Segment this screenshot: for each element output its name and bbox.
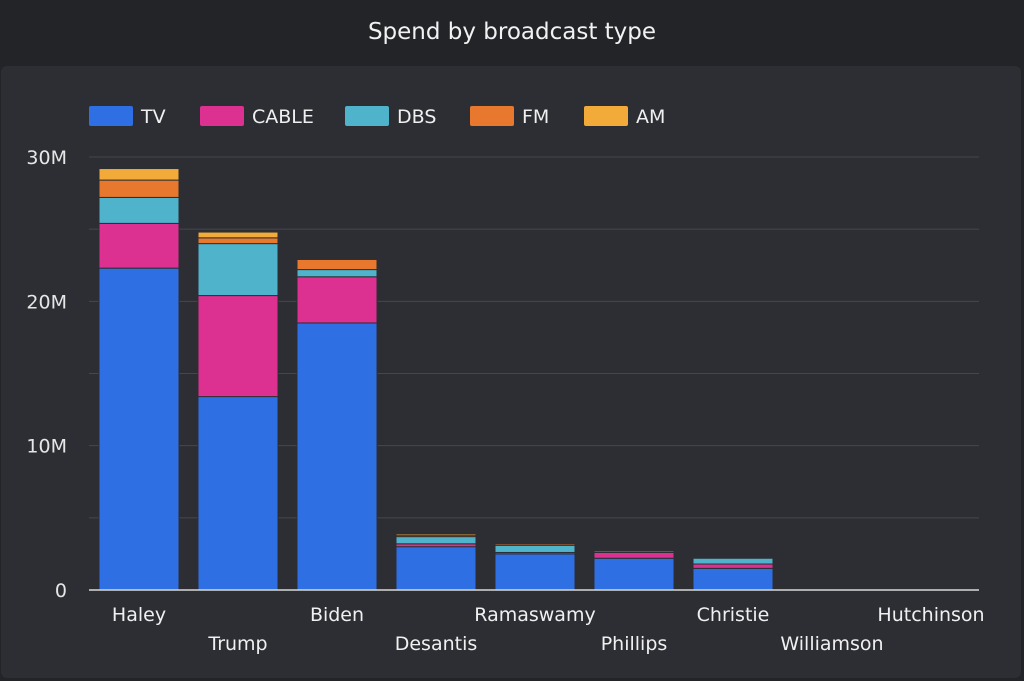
- bar-segment-dbs-ramaswamy[interactable]: [494, 544, 576, 553]
- legend-label-fm[interactable]: FM: [522, 106, 549, 128]
- bar-segment-dbs-trump[interactable]: [197, 243, 279, 297]
- bar-segment-fm-ramaswamy[interactable]: [494, 543, 576, 546]
- y-tick-label: 30M: [26, 147, 67, 169]
- bar-segment-tv-phillips[interactable]: [593, 557, 675, 591]
- legend-label-cable[interactable]: CABLE: [252, 106, 314, 128]
- y-tick-label: 10M: [26, 436, 67, 458]
- bar-segment-fm-biden[interactable]: [296, 258, 378, 271]
- y-tick-label: 0: [55, 580, 67, 602]
- bar-segment-dbs-biden[interactable]: [296, 269, 378, 278]
- x-tick-label: Haley: [112, 604, 166, 626]
- x-tick-label: Ramaswamy: [474, 604, 595, 626]
- legend[interactable]: TV CABLE DBS FM AM: [89, 106, 665, 128]
- chart-title: Spend by broadcast type: [367, 19, 657, 45]
- bar-segment-cable-trump[interactable]: [197, 295, 279, 398]
- bar-segment-am-trump[interactable]: [197, 231, 279, 239]
- y-tick-label: 20M: [26, 291, 67, 313]
- legend-swatch-fm[interactable]: [470, 106, 514, 126]
- bar-segment-am-desantis[interactable]: [395, 533, 477, 536]
- bar-segment-tv-haley[interactable]: [98, 267, 180, 591]
- legend-label-dbs[interactable]: DBS: [397, 106, 436, 128]
- x-tick-label: Biden: [310, 604, 364, 626]
- axes: 0 10M 20M 30M Haley Trump Biden Desantis Ramaswa…: [26, 147, 984, 655]
- bar-segment-cable-biden[interactable]: [296, 276, 378, 324]
- x-tick-label: Phillips: [601, 633, 668, 655]
- bar-segment-dbs-christie[interactable]: [692, 557, 774, 565]
- bar-segment-cable-christie[interactable]: [692, 563, 774, 569]
- x-tick-label: Desantis: [395, 633, 478, 655]
- bar-segment-dbs-desantis[interactable]: [395, 536, 477, 545]
- bar-segment-tv-christie[interactable]: [692, 567, 774, 591]
- legend-label-tv[interactable]: TV: [140, 106, 166, 128]
- legend-swatch-am[interactable]: [584, 106, 628, 126]
- bars: [98, 168, 774, 591]
- bar-segment-fm-phillips[interactable]: [593, 550, 675, 553]
- x-tick-label: Christie: [697, 604, 770, 626]
- bar-segment-tv-trump[interactable]: [197, 396, 279, 591]
- bar-segment-fm-haley[interactable]: [98, 179, 180, 198]
- bar-segment-cable-phillips[interactable]: [593, 551, 675, 559]
- bar-segment-tv-biden[interactable]: [296, 322, 378, 591]
- bar-segment-tv-desantis[interactable]: [395, 546, 477, 591]
- legend-label-am[interactable]: AM: [636, 106, 665, 128]
- bar-segment-tv-ramaswamy[interactable]: [494, 553, 576, 591]
- stacked-bar-chart: 0 10M 20M 30M Haley Trump Biden Desantis Ramaswa…: [26, 106, 985, 655]
- bar-segment-cable-haley[interactable]: [98, 222, 180, 269]
- x-tick-label: Williamson: [780, 633, 883, 655]
- legend-swatch-tv[interactable]: [89, 106, 133, 126]
- legend-swatch-dbs[interactable]: [345, 106, 389, 126]
- x-tick-label: Hutchinson: [877, 604, 984, 626]
- legend-swatch-cable[interactable]: [200, 106, 244, 126]
- bar-segment-am-haley[interactable]: [98, 168, 180, 181]
- chart-panel: 0 10M 20M 30M Haley Trump Biden Desantis Ramaswa…: [1, 66, 1021, 678]
- x-tick-label: Trump: [207, 633, 267, 655]
- bar-segment-fm-trump[interactable]: [197, 237, 279, 245]
- bar-segment-dbs-haley[interactable]: [98, 196, 180, 224]
